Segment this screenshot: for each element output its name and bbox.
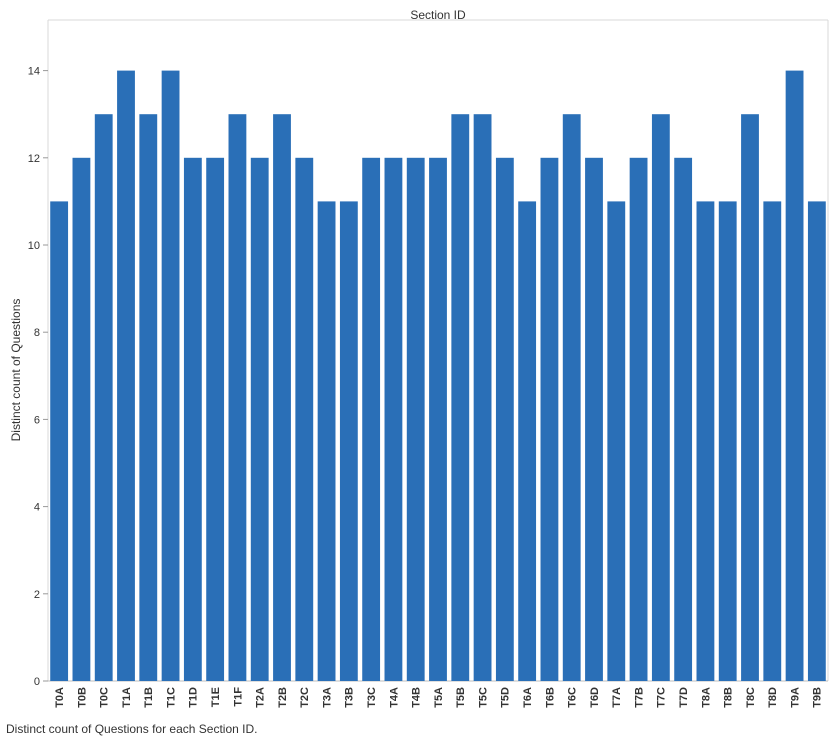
chart-title: Section ID — [410, 8, 466, 22]
x-tick-label-t1a: T1A — [121, 687, 133, 708]
y-tick-label: 8 — [34, 327, 40, 339]
bar-t4b — [406, 157, 425, 682]
bar-t1c — [161, 70, 180, 682]
bar-t2b — [273, 114, 291, 681]
bar-t5c — [473, 114, 492, 681]
y-tick-label: 6 — [34, 414, 40, 426]
bar-t6a — [518, 201, 537, 681]
x-tick-label-t5a: T5A — [433, 687, 445, 708]
bar-t1e — [206, 157, 225, 682]
x-tick-label-t7c: T7C — [656, 687, 668, 708]
x-tick-label-t1b: T1B — [143, 687, 155, 708]
x-tick-label-t3a: T3A — [321, 687, 333, 708]
bar-t0c — [94, 114, 113, 681]
x-tick-label-t4a: T4A — [388, 687, 400, 708]
bar-t5a — [429, 157, 447, 682]
y-tick-label: 10 — [28, 240, 40, 252]
bar-t6c — [562, 114, 581, 681]
y-tick-label: 2 — [34, 589, 40, 601]
bar-t7b — [629, 157, 648, 682]
x-tick-label-t0b: T0B — [76, 687, 88, 708]
x-tick-label-t1f: T1F — [232, 687, 244, 707]
x-tick-label-t5c: T5C — [477, 687, 489, 708]
bar-t7c — [651, 114, 670, 681]
y-tick-label: 12 — [28, 153, 40, 165]
bar-t8a — [696, 201, 715, 681]
bar-t7d — [674, 157, 693, 682]
x-tick-label-t8a: T8A — [700, 687, 712, 708]
bar-t2c — [295, 157, 314, 682]
x-tick-label-t6c: T6C — [567, 687, 579, 708]
bar-t6b — [540, 157, 559, 682]
bar-t0a — [50, 201, 69, 681]
x-tick-label-t6a: T6A — [522, 687, 534, 708]
bar-t1b — [139, 114, 158, 681]
x-tick-label-t0c: T0C — [99, 687, 111, 708]
x-tick-label-t6d: T6D — [589, 687, 601, 708]
x-tick-label-t6b: T6B — [544, 687, 556, 708]
x-tick-label-t9a: T9A — [789, 687, 801, 708]
x-tick-label-t4b: T4B — [411, 687, 423, 708]
x-tick-label-t1d: T1D — [188, 687, 200, 708]
bar-t3c — [362, 157, 381, 682]
x-tick-label-t9b: T9B — [812, 687, 824, 708]
bar-t3b — [339, 201, 358, 681]
bar-t1f — [228, 114, 247, 681]
y-tick-label: 4 — [34, 502, 40, 514]
x-tick-label-t8b: T8B — [723, 687, 735, 708]
bar-t7a — [607, 201, 626, 681]
x-tick-label-t5d: T5D — [500, 687, 512, 708]
bar-t9b — [807, 201, 826, 681]
bar-t1d — [183, 157, 202, 682]
x-tick-label-t7a: T7A — [611, 687, 623, 708]
x-tick-label-t7d: T7D — [678, 687, 690, 708]
x-tick-label-t2a: T2A — [255, 687, 267, 708]
y-tick-label: 0 — [34, 676, 40, 688]
bar-t5d — [495, 157, 514, 682]
bar-t2a — [250, 157, 269, 682]
x-tick-label-t3b: T3B — [344, 687, 356, 708]
bar-t3a — [317, 201, 336, 681]
bar-t6d — [585, 157, 603, 682]
bar-t8c — [741, 114, 759, 681]
bar-t5b — [451, 114, 470, 681]
x-tick-label-t2b: T2B — [277, 687, 289, 708]
y-tick-label: 14 — [28, 66, 40, 78]
bar-t9a — [785, 70, 804, 682]
x-tick-label-t5b: T5B — [455, 687, 467, 708]
x-tick-label-t1c: T1C — [165, 687, 177, 708]
bar-t0b — [72, 157, 91, 682]
x-tick-label-t2c: T2C — [299, 687, 311, 708]
x-tick-label-t8c: T8C — [745, 687, 757, 708]
bar-t8d — [763, 201, 782, 681]
bar-t8b — [718, 201, 737, 681]
x-tick-label-t3c: T3C — [366, 687, 378, 708]
bar-t1a — [117, 70, 135, 682]
x-tick-label-t0a: T0A — [54, 687, 66, 708]
x-tick-label-t8d: T8D — [767, 687, 779, 708]
x-tick-label-t7b: T7B — [633, 687, 645, 708]
x-tick-label-t1e: T1E — [210, 687, 222, 707]
chart-caption: Distinct count of Questions for each Sec… — [6, 722, 258, 736]
bar-t4a — [384, 157, 403, 682]
